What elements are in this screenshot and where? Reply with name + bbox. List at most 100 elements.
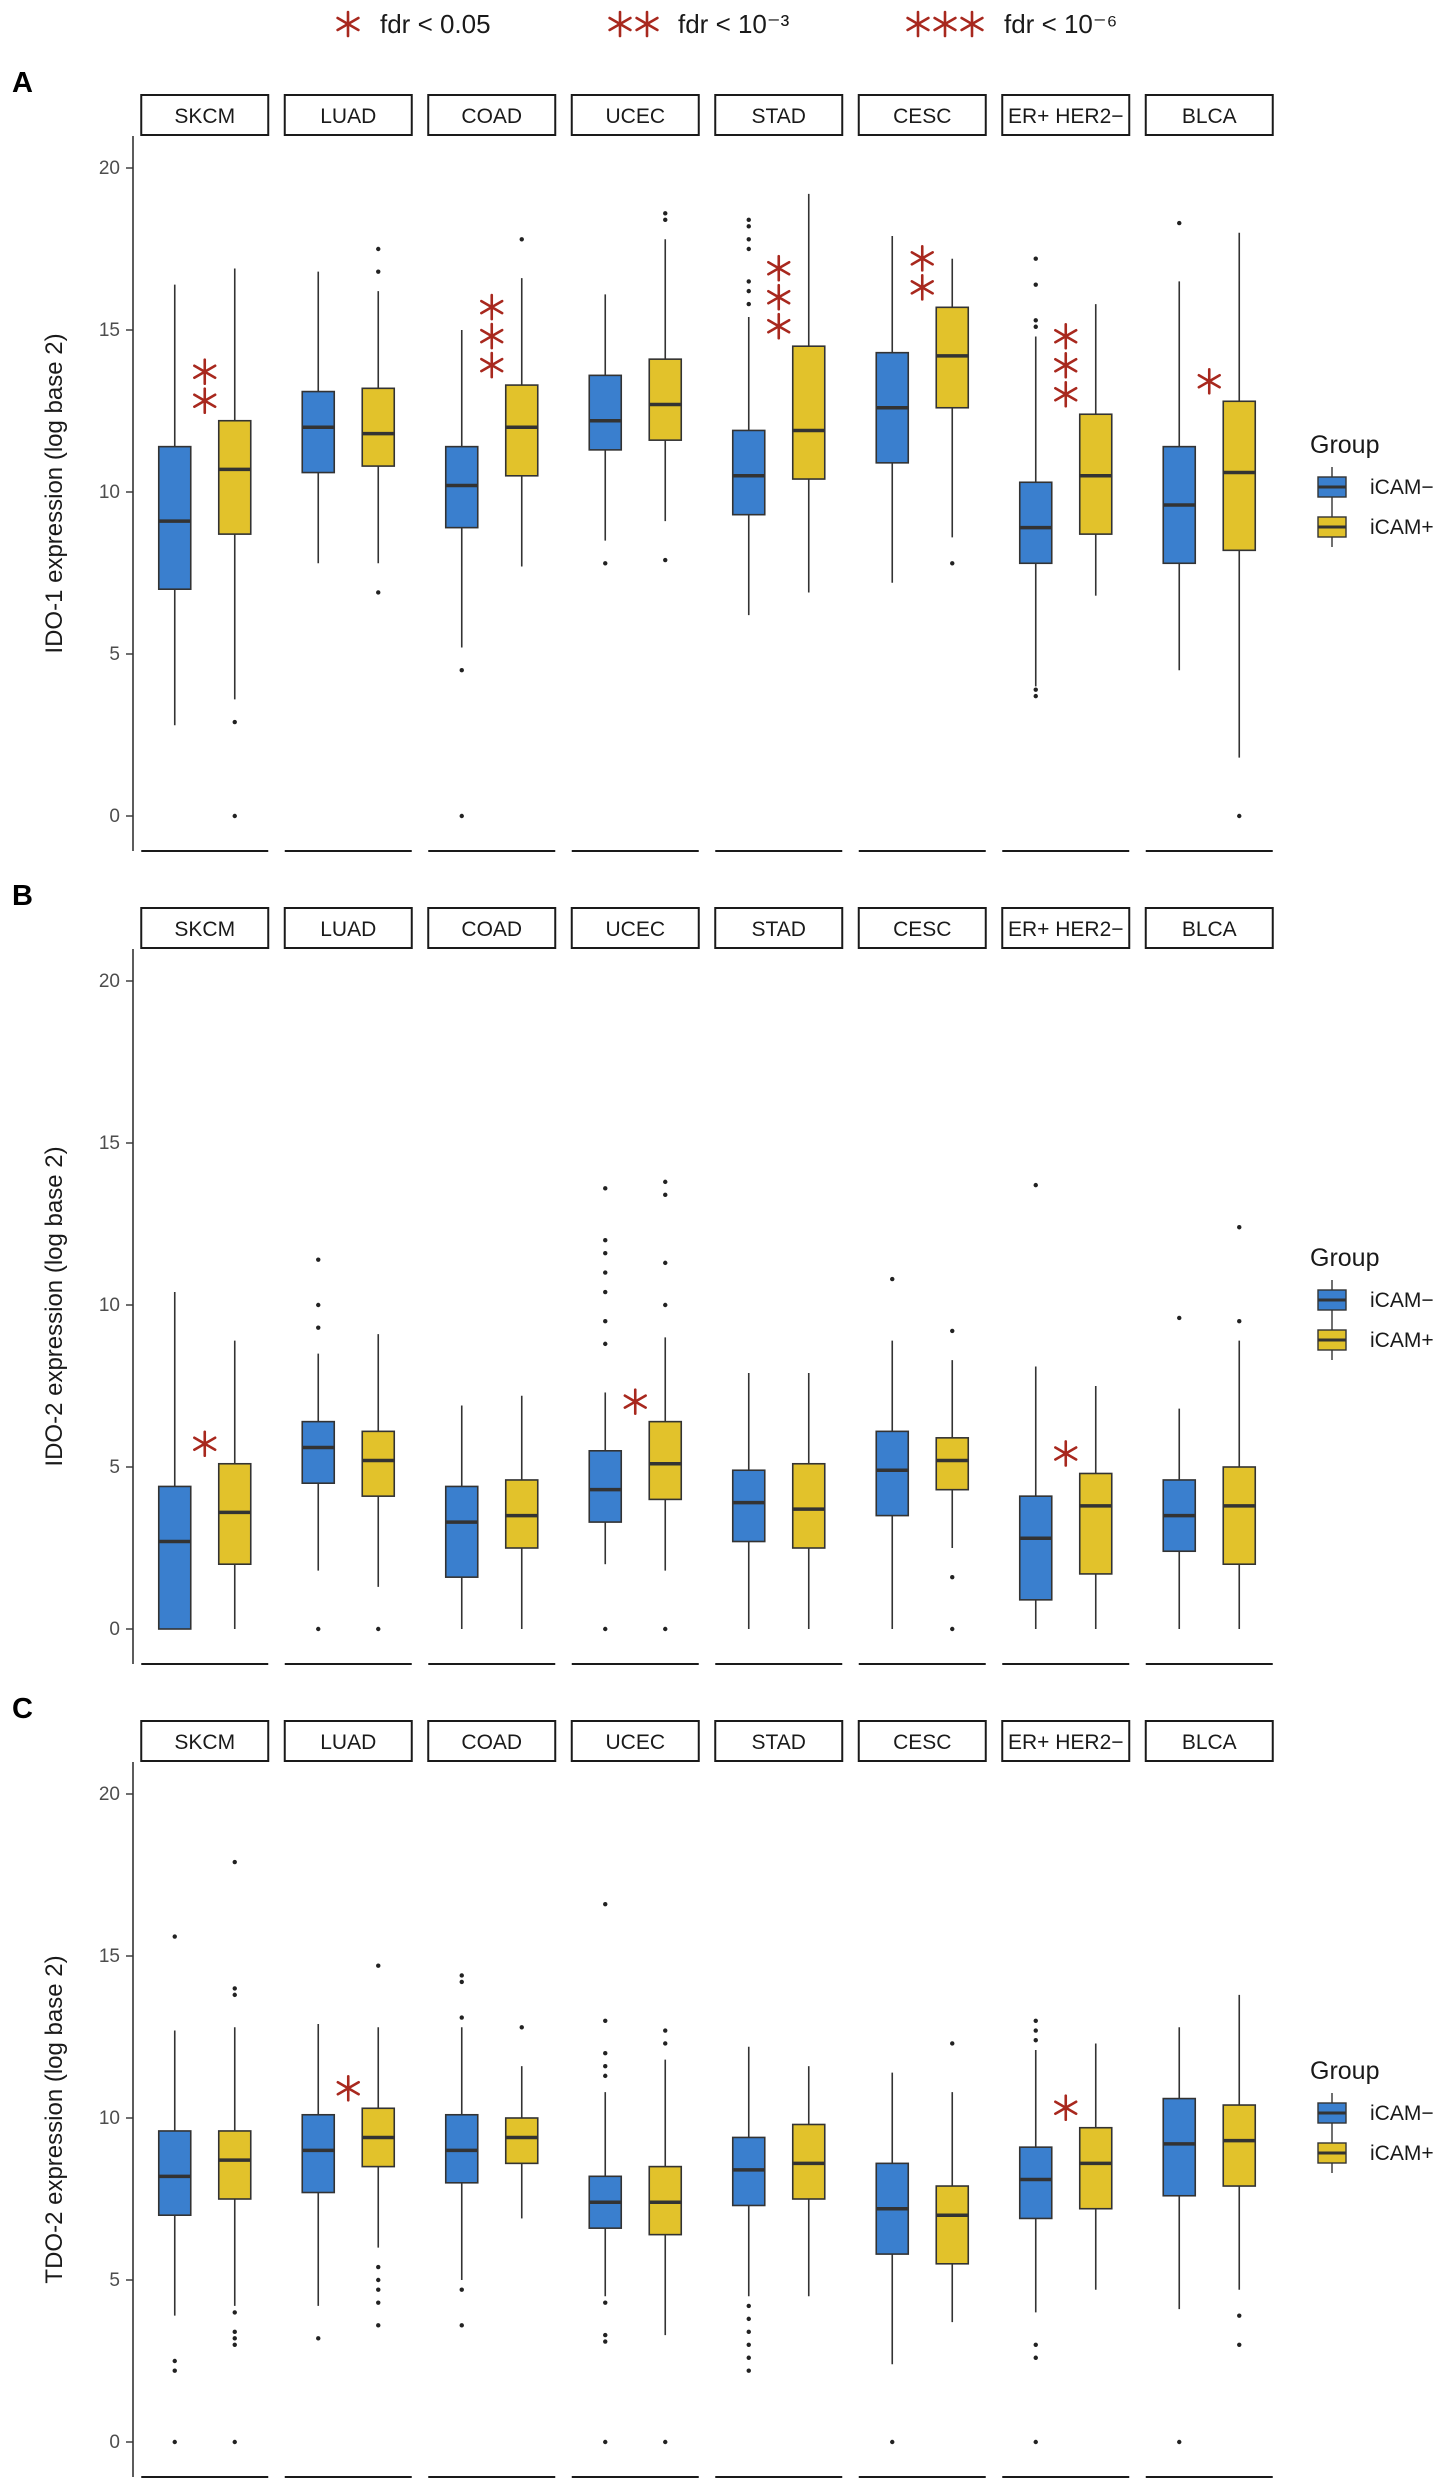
outlier-point <box>1177 220 1182 226</box>
outlier-point <box>746 279 751 284</box>
star-stroke <box>906 16 930 32</box>
facet-strip <box>714 94 844 136</box>
outlier-point <box>459 2323 464 2328</box>
y-axis-label: IDO-2 expression (log base 2) <box>41 1146 68 1466</box>
box-icam-neg <box>301 271 336 564</box>
star-stroke <box>635 16 659 32</box>
outlier-point <box>663 1302 668 1308</box>
box-icam-pos <box>1222 1225 1257 1629</box>
outlier-point <box>376 2287 381 2292</box>
outlier-point <box>172 1934 177 1939</box>
facet-strip-label: SKCM <box>174 918 235 941</box>
outlier-point <box>1033 2038 1038 2043</box>
y-tick-label: 15 <box>99 320 120 341</box>
outlier-point <box>603 2063 608 2069</box>
outlier-point <box>663 2439 668 2445</box>
outlier-point <box>232 2342 237 2347</box>
box-icam-neg <box>875 2072 910 2445</box>
facet-strip <box>1001 1720 1131 1762</box>
facet-strip-label: COAD <box>461 918 522 941</box>
significance-star-icon <box>1054 322 1078 350</box>
box-icam-neg <box>731 217 766 616</box>
box-body <box>504 384 539 477</box>
legend-label: iCAM− <box>1370 2102 1434 2125</box>
significance-star-icon <box>608 10 632 38</box>
outlier-point <box>316 1302 321 1308</box>
facet-strip <box>857 94 987 136</box>
outlier-point <box>1033 2355 1038 2360</box>
outlier-point <box>459 1973 464 1978</box>
significance-star-icon <box>1054 380 1078 408</box>
box-icam-pos <box>791 2066 826 2297</box>
box-body <box>361 1430 396 1497</box>
box-body <box>1222 1466 1257 1565</box>
box-icam-neg <box>731 2046 766 2373</box>
facet-strip <box>427 907 557 949</box>
facet: BLCA <box>1144 907 1274 1665</box>
star-stroke <box>767 318 791 334</box>
facet: SKCM <box>140 1720 270 2478</box>
outlier-point <box>232 2439 237 2445</box>
box-body <box>1162 2097 1197 2197</box>
box-icam-pos <box>217 1859 252 2445</box>
outlier-point <box>603 1270 608 1275</box>
star-stroke <box>623 1394 647 1409</box>
outlier-point <box>376 2323 381 2328</box>
star-stroke <box>193 364 217 380</box>
facet-strip <box>857 907 987 949</box>
box-icam-pos <box>648 211 683 563</box>
facet-strip <box>283 94 413 136</box>
box-icam-neg <box>1018 1182 1053 1629</box>
star-stroke <box>767 260 791 276</box>
panel-b: B 0 5 10 15 20 IDO-2 expression (log base 2) SK… <box>12 880 1434 1665</box>
facet: LUAD <box>283 1720 413 2478</box>
y-tick-label: 0 <box>109 1619 120 1640</box>
facet-strip-label: BLCA <box>1182 918 1237 941</box>
outlier-point <box>376 590 381 595</box>
panel-letter: C <box>12 1693 33 1725</box>
significance-star-icon <box>1054 351 1078 379</box>
outlier-point <box>746 224 751 229</box>
box-icam-pos <box>1078 2043 1113 2290</box>
outlier-point <box>663 211 668 216</box>
facet-strip-label: STAD <box>752 918 806 941</box>
outlier-point <box>232 813 237 819</box>
box-body <box>217 2130 252 2200</box>
facet-strip <box>140 94 270 136</box>
facet: UCEC <box>570 94 700 852</box>
significance-star-icon <box>767 254 791 282</box>
facet: ER+ HER2− <box>1001 1720 1131 2478</box>
outlier-point <box>1033 2018 1038 2024</box>
box-body <box>157 445 192 591</box>
group-legend: Group iCAM− iCAM+ <box>1310 431 1434 547</box>
outlier-point <box>459 668 464 673</box>
y-tick-label: 5 <box>109 644 120 665</box>
facet: STAD <box>714 907 844 1665</box>
facet-strip <box>427 94 557 136</box>
outlier-point <box>603 1901 608 1907</box>
outlier-point <box>172 2358 177 2364</box>
box-icam-neg <box>444 330 479 819</box>
box-body <box>157 1485 192 1630</box>
panel-a: A 0 5 10 15 20 IDO-1 expression (log base 2) SK… <box>12 67 1434 852</box>
significance-star-icon <box>336 10 360 38</box>
significance-star-icon <box>193 358 217 386</box>
facet: STAD <box>714 94 844 852</box>
box-body <box>1222 2104 1257 2187</box>
box-icam-neg <box>1018 256 1053 699</box>
box-icam-neg <box>157 284 192 726</box>
facet: SKCM <box>140 907 270 1665</box>
box-icam-pos <box>361 1334 396 1632</box>
outlier-point <box>1033 693 1038 699</box>
outlier-point <box>890 1276 895 1282</box>
box-body <box>1222 400 1257 552</box>
significance-star-icon <box>336 2074 360 2102</box>
significance-star-icon <box>635 10 659 38</box>
facet-strip-label: LUAD <box>320 1731 376 1754</box>
facet-strip <box>1144 907 1274 949</box>
y-tick-label: 10 <box>99 482 120 503</box>
outlier-point <box>232 1859 237 1865</box>
outlier-point <box>746 288 751 294</box>
legend-label: iCAM+ <box>1370 1329 1434 1352</box>
outlier-point <box>232 2336 237 2341</box>
